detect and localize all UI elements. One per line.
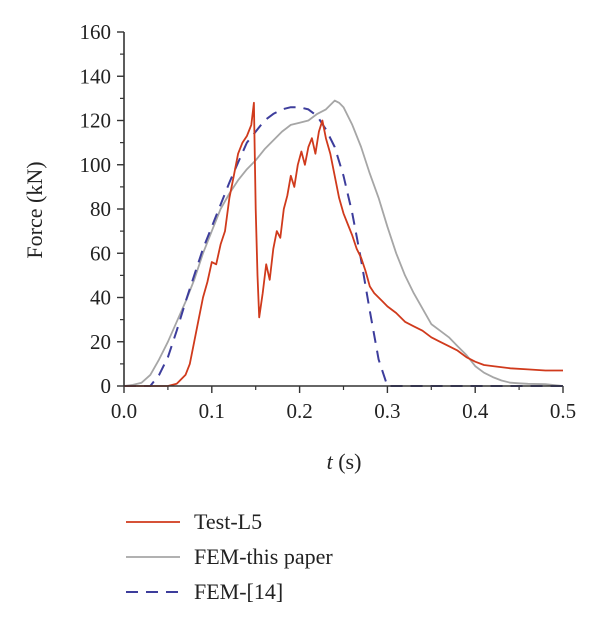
y-tick-label: 80 <box>90 197 111 221</box>
x-tick-label: 0.3 <box>374 399 400 423</box>
series-line-test-l5 <box>124 101 563 387</box>
y-axis-label: Force (kN) <box>22 161 47 258</box>
series-layer <box>123 99 564 387</box>
y-tick-label: 160 <box>80 20 112 44</box>
axes <box>123 32 563 387</box>
y-axis-ticks: 0 20 40 60 80 100 120 140 160 <box>80 20 124 398</box>
series-line-fem-14 <box>124 106 563 387</box>
x-tick-label: 0.4 <box>462 399 489 423</box>
x-tick-label: 0.2 <box>286 399 312 423</box>
y-tick-label: 40 <box>90 286 111 310</box>
y-tick-label: 100 <box>80 153 112 177</box>
legend-label: Test-L5 <box>194 509 262 534</box>
legend: Test-L5 FEM-this paper FEM-[14] <box>126 509 333 604</box>
y-tick-label: 60 <box>90 241 111 265</box>
y-tick-label: 20 <box>90 330 111 354</box>
legend-label: FEM-this paper <box>194 544 333 569</box>
x-axis-ticks: 0.0 0.1 0.2 0.3 0.4 0.5 <box>111 386 576 423</box>
y-tick-label: 140 <box>80 64 112 88</box>
legend-label: FEM-[14] <box>194 579 283 604</box>
series-line-fem-this-paper <box>123 99 564 387</box>
y-tick-label: 0 <box>101 374 112 398</box>
x-axis-label-variable: t <box>327 449 334 474</box>
x-axis-label: t (s) <box>327 449 362 474</box>
x-tick-label: 0.5 <box>550 399 576 423</box>
y-tick-label: 120 <box>80 109 112 133</box>
x-tick-label: 0.1 <box>199 399 225 423</box>
x-axis-label-unit: (s) <box>333 449 362 474</box>
x-tick-label: 0.0 <box>111 399 137 423</box>
